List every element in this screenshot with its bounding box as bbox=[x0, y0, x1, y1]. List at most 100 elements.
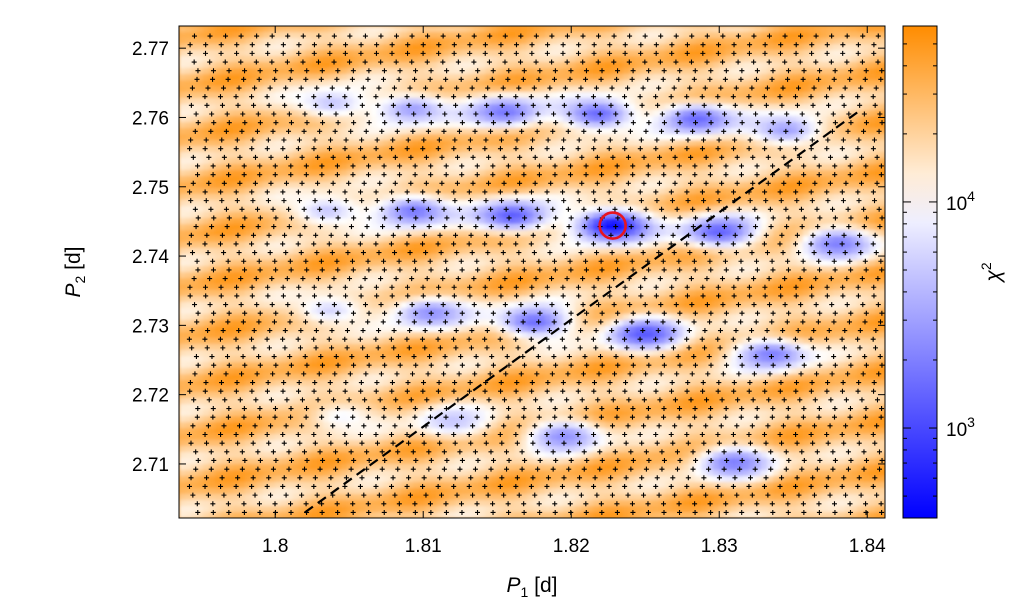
heatmap-cell bbox=[503, 230, 510, 237]
heatmap-cell bbox=[749, 266, 756, 273]
heatmap-cell bbox=[473, 218, 480, 225]
heatmap-cell bbox=[245, 212, 252, 219]
heatmap-cell bbox=[647, 182, 654, 189]
heatmap-cell bbox=[203, 26, 210, 33]
heatmap-cell bbox=[731, 92, 738, 99]
heatmap-cell bbox=[233, 260, 240, 267]
heatmap-cell bbox=[413, 122, 420, 129]
heatmap-cell bbox=[857, 206, 864, 213]
heatmap-cell bbox=[695, 242, 702, 249]
heatmap-cell bbox=[737, 176, 744, 183]
heatmap-cell bbox=[863, 98, 870, 105]
heatmap-cell bbox=[647, 128, 654, 135]
heatmap-cell bbox=[815, 170, 822, 177]
heatmap-cell bbox=[851, 266, 858, 273]
heatmap-cell bbox=[779, 188, 786, 195]
heatmap-cell bbox=[671, 236, 678, 243]
heatmap-cell bbox=[209, 170, 216, 177]
heatmap-cell bbox=[455, 158, 462, 165]
heatmap-cell bbox=[341, 104, 348, 111]
heatmap-cell bbox=[635, 116, 642, 123]
heatmap-cell bbox=[881, 128, 885, 135]
heatmap-cell bbox=[275, 74, 282, 81]
heatmap-cell bbox=[509, 56, 516, 63]
heatmap-cell bbox=[815, 194, 822, 201]
heatmap-cell bbox=[851, 212, 858, 219]
heatmap-cell bbox=[797, 68, 804, 75]
heatmap-cell bbox=[491, 80, 498, 87]
heatmap-cell bbox=[857, 146, 864, 153]
heatmap-cell bbox=[503, 44, 510, 51]
heatmap-cell bbox=[779, 38, 786, 45]
heatmap-cell bbox=[635, 26, 642, 33]
heatmap-cell bbox=[215, 224, 222, 231]
heatmap-cell bbox=[197, 242, 204, 249]
heatmap-cell bbox=[563, 254, 570, 261]
heatmap-cell bbox=[545, 182, 552, 189]
heatmap-cell bbox=[503, 98, 510, 105]
heatmap-cell bbox=[281, 266, 288, 273]
heatmap-cell bbox=[749, 242, 756, 249]
heatmap-cell bbox=[731, 104, 738, 111]
heatmap-cell bbox=[209, 110, 216, 117]
heatmap-cell bbox=[275, 80, 282, 87]
heatmap-cell bbox=[815, 68, 822, 75]
heatmap-cell bbox=[419, 230, 426, 237]
heatmap-cell bbox=[881, 260, 885, 267]
heatmap-cell bbox=[863, 56, 870, 63]
heatmap-cell bbox=[659, 38, 666, 45]
heatmap-cell bbox=[395, 242, 402, 249]
heatmap-cell bbox=[323, 62, 330, 69]
heatmap-cell bbox=[623, 68, 630, 75]
heatmap-cell bbox=[701, 200, 708, 207]
heatmap-cell bbox=[599, 110, 606, 117]
heatmap-cell bbox=[191, 170, 198, 177]
heatmap-cell bbox=[461, 158, 468, 165]
heatmap-cell bbox=[449, 164, 456, 171]
heatmap-cell bbox=[245, 188, 252, 195]
heatmap-cell bbox=[845, 104, 852, 111]
heatmap-cell bbox=[239, 266, 246, 273]
heatmap-cell bbox=[329, 116, 336, 123]
heatmap-cell bbox=[239, 140, 246, 147]
heatmap-cell bbox=[293, 260, 300, 267]
heatmap-cell bbox=[599, 140, 606, 147]
heatmap-cell bbox=[203, 260, 210, 267]
heatmap-cell bbox=[563, 44, 570, 51]
heatmap-cell bbox=[683, 176, 690, 183]
heatmap-cell bbox=[287, 176, 294, 183]
heatmap-cell bbox=[287, 104, 294, 111]
heatmap-cell bbox=[683, 188, 690, 195]
heatmap-cell bbox=[305, 218, 312, 225]
heatmap-cell bbox=[257, 230, 264, 237]
heatmap-cell bbox=[629, 38, 636, 45]
heatmap-cell bbox=[803, 194, 810, 201]
heatmap-cell bbox=[299, 266, 306, 273]
heatmap-cell bbox=[605, 272, 612, 279]
heatmap-cell bbox=[875, 212, 882, 219]
heatmap-cell bbox=[707, 242, 714, 249]
heatmap-cell bbox=[695, 92, 702, 99]
heatmap-cell bbox=[641, 86, 648, 93]
heatmap-cell bbox=[659, 164, 666, 171]
heatmap-cell bbox=[491, 92, 498, 99]
heatmap-cell bbox=[815, 50, 822, 57]
heatmap-cell bbox=[377, 176, 384, 183]
heatmap-cell bbox=[233, 104, 240, 111]
heatmap-cell bbox=[605, 86, 612, 93]
heatmap-cell bbox=[179, 32, 186, 39]
heatmap-cell bbox=[821, 248, 828, 255]
heatmap-cell bbox=[509, 74, 516, 81]
heatmap-cell bbox=[473, 50, 480, 57]
heatmap-cell bbox=[491, 218, 498, 225]
heatmap-cell bbox=[575, 248, 582, 255]
heatmap-cell bbox=[875, 170, 882, 177]
heatmap-cell bbox=[389, 62, 396, 69]
heatmap-cell bbox=[467, 56, 474, 63]
heatmap-cell bbox=[779, 266, 786, 273]
heatmap-cell bbox=[581, 152, 588, 159]
heatmap-cell bbox=[311, 158, 318, 165]
heatmap-cell bbox=[263, 224, 270, 231]
heatmap-cell bbox=[479, 158, 486, 165]
heatmap-cell bbox=[857, 140, 864, 147]
